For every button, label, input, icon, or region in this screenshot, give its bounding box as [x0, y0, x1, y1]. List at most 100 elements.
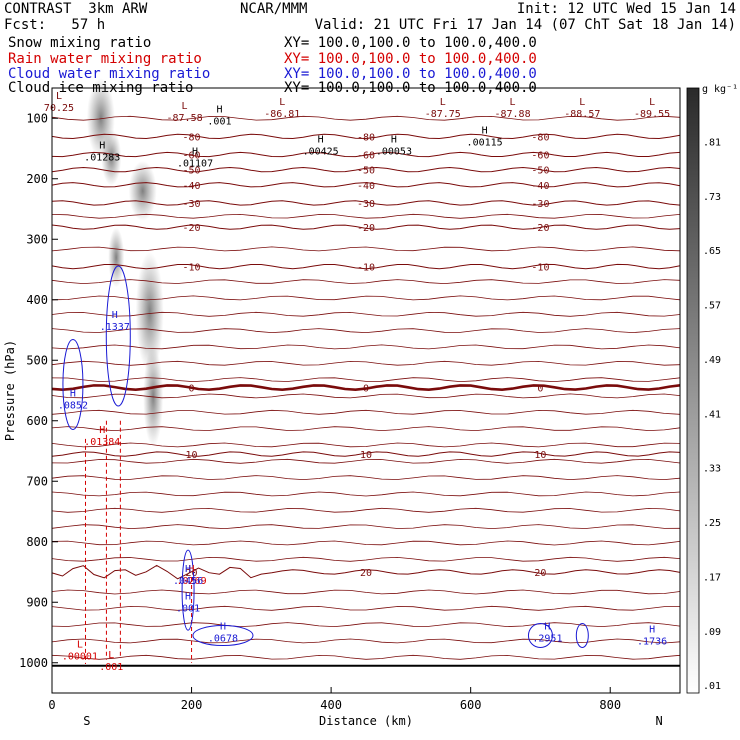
isotherm-line-minor	[51, 311, 681, 317]
isotherm-label: 10	[186, 450, 198, 461]
isotherm-label: -30	[531, 199, 549, 210]
colorbar-label: .57	[703, 301, 721, 312]
cloud-water-extremum-value: .1337	[100, 322, 130, 333]
y-tick-label: 500	[26, 353, 48, 367]
cloud-water-extremum-marker: H	[649, 625, 655, 636]
temperature-extremum-marker: L	[56, 91, 62, 102]
isotherm-line-minor	[51, 344, 681, 350]
isotherm-line-minor	[51, 638, 681, 644]
colorbar-label: .81	[703, 137, 721, 148]
cloud-water-contour	[62, 338, 84, 430]
field-name-snow: Snow mixing ratio	[8, 35, 152, 51]
isotherm-line-minor	[51, 622, 681, 628]
snow-ice-extremum-value: .01107	[177, 159, 213, 170]
isotherm-line-minor	[51, 213, 681, 219]
cloud-water-extremum-marker: H	[112, 310, 118, 321]
isotherm-line	[51, 564, 681, 580]
rain-extremum-value: .00001	[62, 652, 98, 663]
isotherm-line-minor	[51, 605, 680, 611]
cloud-water-extremum-value: .0852	[58, 401, 88, 412]
init-time: Init: 12 UTC Wed 15 Jan 14	[516, 1, 736, 17]
isotherm-line-minor	[51, 475, 681, 481]
x-tick-label: 600	[460, 698, 482, 712]
valid-time: Valid: 21 UTC Fri 17 Jan 14 (07 ChT Sat …	[314, 17, 736, 33]
isotherm-label: 20	[186, 568, 198, 579]
temperature-extremum-marker: L	[649, 97, 655, 108]
endpoint-left-label: S	[83, 714, 90, 728]
field-name-rain: Rain water mixing ratio	[8, 51, 202, 67]
endpoint-right-label: N	[655, 714, 662, 728]
colorbar-label: .65	[703, 246, 721, 257]
x-tick-label: 0	[48, 698, 55, 712]
isotherm-label: -80	[531, 132, 549, 143]
isotherm-line-minor	[51, 524, 681, 530]
x-tick-label: 200	[181, 698, 203, 712]
snow-ice-extremum-marker: H	[391, 135, 397, 146]
temperature-extremum-marker: L	[279, 97, 285, 108]
isotherm-label: -50	[183, 166, 201, 177]
rain-extremum-marker: H	[189, 564, 195, 575]
snow-ice-extremum-marker: H	[99, 141, 105, 152]
y-tick-label: 200	[26, 172, 48, 186]
cloud-water-extremum-value: .001	[176, 603, 200, 614]
snow-ice-extremum-value: .00425	[303, 147, 339, 158]
isotherm-label: -20	[357, 223, 375, 234]
cloud-water-contour	[192, 625, 254, 647]
x-tick-label: 800	[599, 698, 621, 712]
rain-extremum-marker: H	[99, 425, 105, 436]
isotherm-label: 0	[189, 383, 195, 394]
isotherm-label: -10	[531, 262, 549, 273]
field-xy-snow: XY= 100.0,100.0 to 100.0,400.0	[284, 35, 537, 51]
snow-ice-extremum-marker: H	[216, 104, 222, 115]
isotherm-line-minor	[51, 360, 681, 366]
isotherm-label: -50	[531, 166, 549, 177]
cloud-water-extremum-marker: H	[544, 622, 550, 633]
isotherm-label: -80	[357, 132, 375, 143]
y-tick-label: 300	[26, 232, 48, 246]
x-axis-label: Distance (km)	[319, 714, 413, 728]
snow-shading-3	[108, 227, 125, 288]
rain-extremum-value: .001	[99, 662, 123, 673]
isotherm-label: 20	[534, 568, 546, 579]
isotherm-line-minor	[51, 246, 681, 252]
cloud-water-contour	[575, 623, 589, 649]
cloud-water-extremum-marker: H	[185, 564, 191, 575]
isotherm-label: -60	[183, 151, 201, 162]
model-title: CONTRAST 3km ARW	[4, 1, 148, 17]
y-axis-label: Pressure (hPa)	[3, 340, 17, 441]
isotherm-label: 20	[360, 568, 372, 579]
isotherm-line	[51, 133, 681, 140]
isotherm-label: -30	[183, 199, 201, 210]
isotherm-label: -20	[531, 223, 549, 234]
isotherm-label: -60	[531, 151, 549, 162]
isotherm-label: 0	[363, 383, 369, 394]
isotherm-label: -50	[357, 166, 375, 177]
isotherm-label: -40	[357, 181, 375, 192]
cloud-water-contour	[105, 265, 131, 407]
field-name-cloud-water: Cloud water mixing ratio	[8, 66, 211, 82]
forecast-hour: Fcst: 57 h	[4, 17, 106, 33]
snow-ice-extremum-marker: H	[192, 147, 198, 158]
snow-ice-extremum-marker: H	[318, 135, 324, 146]
cloud-water-contour	[181, 549, 195, 631]
isotherm-label: 10	[360, 450, 372, 461]
colorbar-label: .33	[703, 464, 721, 475]
snow-ice-extremum-value: .00115	[467, 137, 503, 148]
isotherm-line-minor	[51, 589, 681, 595]
isotherm-line	[51, 224, 681, 230]
isotherm-line-minor	[51, 115, 681, 121]
cloud-water-extremum-value: .0678	[208, 634, 238, 645]
isotherm-line	[51, 451, 681, 457]
rain-extremum-marker: L	[108, 650, 114, 661]
temperature-extremum-value: -87.88	[494, 109, 530, 120]
cloud-water-extremum-value: .0456	[173, 576, 203, 587]
colorbar-label: .17	[703, 572, 721, 583]
isotherm-label: -10	[357, 262, 375, 273]
isotherm-line-minor	[51, 654, 681, 660]
temperature-extremum-marker: L	[440, 97, 446, 108]
cloud-water-extremum-marker: H	[70, 389, 76, 400]
y-tick-label: 100	[26, 111, 48, 125]
temperature-extremum-marker: L	[510, 97, 516, 108]
isotherm-line-minor	[51, 393, 681, 399]
